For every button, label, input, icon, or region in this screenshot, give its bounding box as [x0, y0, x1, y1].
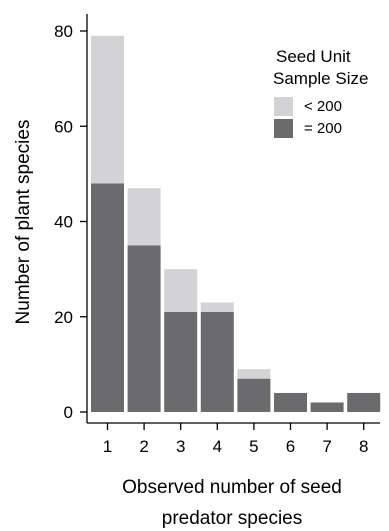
bar-lt200-cat-2 [127, 188, 161, 246]
x-tick-label-3: 3 [176, 437, 185, 456]
legend-swatch-less-than-200 [274, 97, 293, 116]
y-ticks: 0 20 40 60 80 [54, 22, 87, 422]
x-tick-label-2: 2 [139, 437, 148, 456]
x-axis-title-line-1: Observed number of seed [122, 477, 342, 498]
bar-lt200-cat-4 [200, 302, 234, 312]
y-axis-title: Number of plant species [13, 120, 34, 325]
legend: Seed Unit Sample Size < 200 = 200 [273, 47, 368, 138]
legend-label-equal-200: = 200 [304, 120, 342, 137]
bar-eq200-cat-2 [127, 245, 161, 412]
x-tick-label-8: 8 [359, 437, 368, 456]
x-axis-title-line-2: predator species [162, 508, 302, 529]
x-tick-label-6: 6 [286, 437, 295, 456]
bar-eq200-cat-5 [237, 378, 271, 412]
y-tick-label-80: 80 [54, 22, 73, 41]
bar-lt200-cat-1 [91, 35, 124, 184]
legend-title-line-2: Sample Size [273, 69, 368, 88]
bar-eq200-cat-4 [200, 311, 234, 412]
bar-lt200-cat-3 [164, 269, 198, 312]
bars-layer [91, 35, 381, 412]
x-tick-label-4: 4 [213, 437, 222, 456]
bar-eq200-cat-1 [91, 183, 124, 412]
bar-eq200-cat-3 [164, 311, 198, 412]
y-tick-label-40: 40 [54, 213, 73, 232]
x-tick-label-5: 5 [249, 437, 258, 456]
axes-layer [86, 14, 380, 424]
y-tick-label-20: 20 [54, 308, 73, 327]
y-tick-label-0: 0 [64, 403, 73, 422]
y-tick-label-60: 60 [54, 117, 73, 136]
bar-eq200-cat-8 [347, 392, 381, 412]
x-tick-label-1: 1 [103, 437, 112, 456]
x-ticks: 1 2 3 4 5 6 7 8 [103, 423, 368, 456]
legend-label-less-than-200: < 200 [304, 98, 342, 115]
bar-lt200-cat-5 [237, 369, 271, 379]
bar-eq200-cat-6 [274, 392, 307, 412]
x-tick-label-7: 7 [322, 437, 331, 456]
bar-eq200-cat-7 [310, 402, 344, 412]
legend-title-line-1: Seed Unit [276, 47, 351, 66]
legend-swatch-equal-200 [274, 119, 293, 138]
